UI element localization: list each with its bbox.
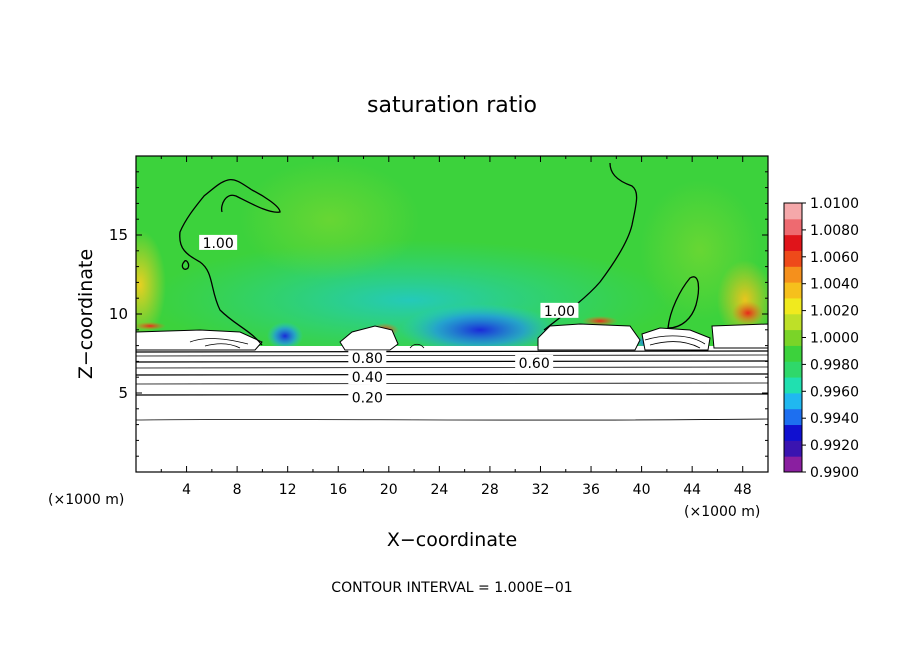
- x-tick-label: 4: [182, 482, 191, 498]
- contour-detail: [189, 335, 706, 349]
- x-tick-label: 36: [582, 482, 600, 498]
- field-yellow-left: [136, 230, 166, 340]
- x-axis-label: X−coordinate: [387, 529, 517, 551]
- y-tick-label: 5: [118, 384, 128, 402]
- contour-label: 0.80: [352, 351, 383, 367]
- contour-label-bg: [348, 369, 387, 385]
- x-unit-left: (×1000 m): [48, 492, 124, 508]
- contour-1-00: [181, 260, 190, 270]
- cloud-mask: [537, 323, 641, 351]
- colorbar-label: 1.0060: [810, 250, 859, 266]
- contour-0-20: [136, 393, 768, 396]
- contour-label: 1.00: [203, 236, 234, 252]
- colorbar-label: 1.0100: [810, 196, 859, 212]
- colorbar-swatch: [784, 424, 802, 441]
- y-tick-label: 15: [109, 226, 128, 244]
- chart-title: saturation ratio: [367, 93, 537, 118]
- colorbar-label: 1.0000: [810, 331, 859, 347]
- contour-label-bg: [540, 302, 579, 318]
- cloud-mask: [136, 329, 263, 351]
- colorbar-swatch: [784, 345, 802, 362]
- contour-0-80: [136, 350, 768, 353]
- contour-label: 1.00: [544, 304, 575, 320]
- x-tick-label: 24: [430, 482, 448, 498]
- cloud-mask: [711, 323, 768, 349]
- colorbar-swatch: [784, 361, 802, 378]
- field-blue-low: [267, 322, 303, 346]
- colorbar-swatch: [784, 456, 802, 473]
- x-tick-label: 28: [481, 482, 499, 498]
- contour-0-10: [136, 418, 768, 421]
- colorbar-swatch: [784, 377, 802, 394]
- colorbar-label: 0.9900: [810, 465, 859, 481]
- contour-label-bg: [348, 389, 387, 405]
- colorbar-swatch: [784, 266, 802, 283]
- contour-label-bg: [348, 350, 387, 366]
- y-axis-ticks: 5 10 15: [109, 171, 768, 457]
- colorbar-label: 1.0080: [810, 223, 859, 239]
- colorbar-swatch: [784, 234, 802, 251]
- heatmap-field: 1.00 1.00 0.80 0.60 0.40 0.20: [136, 156, 768, 472]
- contour-label-bg: [515, 354, 554, 370]
- contour-1-00: [667, 276, 700, 329]
- x-tick-label: 44: [683, 482, 701, 498]
- colorbar-swatch: [784, 329, 802, 346]
- colorbar-swatch: [784, 297, 802, 315]
- y-tick-label: 10: [109, 305, 128, 323]
- colorbar-label: 0.9960: [810, 384, 859, 400]
- contour-0-60: [136, 360, 768, 363]
- contour-labels: 1.00 1.00 0.80 0.60 0.40 0.20: [199, 234, 579, 407]
- colorbar-label: 0.9980: [810, 357, 859, 373]
- x-axis-ticks: 4 8 12 16 20 24 28 32 36 40 44 48: [160, 156, 752, 498]
- field-orange-edge: [136, 322, 166, 330]
- x-tick-label: 8: [233, 482, 242, 498]
- x-tick-label: 16: [329, 482, 347, 498]
- colorbar-label: 0.9920: [810, 438, 859, 454]
- contour-label: 0.60: [519, 356, 550, 372]
- x-tick-label: 12: [279, 482, 297, 498]
- y-axis-label: Z−coordinate: [75, 249, 97, 379]
- x-tick-label: 20: [380, 482, 398, 498]
- contour-0-40: [136, 373, 768, 376]
- colorbar-swatch: [784, 408, 802, 426]
- field-light-patch: [240, 160, 420, 280]
- contour-label: 0.40: [352, 370, 383, 386]
- colorbar-swatch: [784, 203, 802, 220]
- contour-interval-note: CONTOUR INTERVAL = 1.000E−01: [331, 580, 572, 596]
- colorbar-swatch: [784, 440, 802, 457]
- colorbar: 1.0100 1.0080 1.0060 1.0040 1.0020 1.0000 0.99…: [783, 196, 859, 481]
- x-tick-label: 48: [734, 482, 752, 498]
- colorbar-swatch: [784, 250, 802, 267]
- colorbar-label: 1.0020: [810, 304, 859, 320]
- field-red-right: [732, 301, 764, 325]
- contour-1-00: [543, 162, 638, 331]
- colorbar-swatch: [784, 282, 802, 299]
- x-unit-right: (×1000 m): [684, 504, 760, 520]
- colorbar-label: 0.9940: [810, 411, 859, 427]
- colorbar-swatch: [784, 392, 802, 410]
- colorbar-swatch: [784, 218, 802, 236]
- contour-label: 0.20: [352, 391, 383, 407]
- colorbar-swatch: [784, 313, 802, 331]
- contour-label-bg: [199, 234, 238, 250]
- field-orange-edge: [582, 316, 618, 326]
- contour-1-00: [179, 179, 281, 346]
- x-tick-label: 40: [633, 482, 651, 498]
- x-tick-label: 32: [532, 482, 550, 498]
- field-blue-low: [400, 304, 560, 346]
- cloud-mask: [339, 325, 399, 351]
- colorbar-label: 1.0040: [810, 277, 859, 293]
